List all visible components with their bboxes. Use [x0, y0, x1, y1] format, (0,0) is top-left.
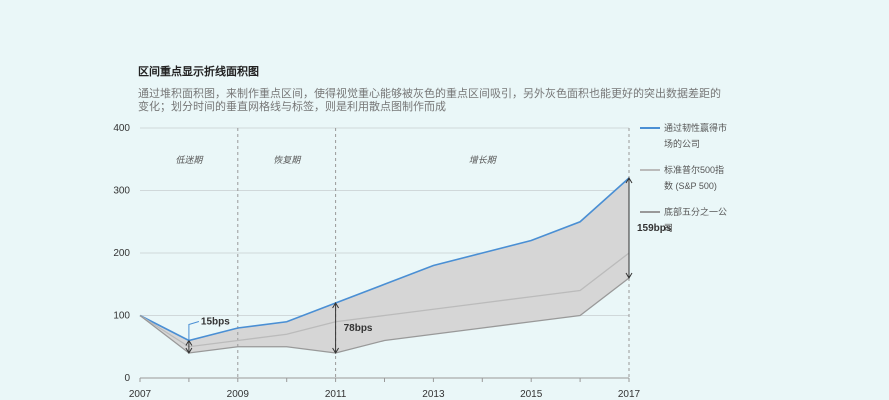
legend: 通过韧性赢得市场的公司 标准普尔500指数 (S&P 500) 底部五分之一公司 [640, 120, 730, 246]
x-tick-label: 2013 [422, 389, 445, 400]
annotation-label: 159bps [637, 223, 672, 234]
series-line [139, 277, 630, 354]
annotation-label: 15bps [201, 317, 230, 328]
legend-label: 标准普尔500指数 (S&P 500) [664, 165, 725, 191]
y-tick-label: 400 [113, 123, 130, 134]
highlight-area [140, 178, 629, 353]
series-line [139, 252, 630, 348]
phase-label: 增长期 [469, 155, 498, 165]
legend-swatch [640, 169, 660, 171]
y-tick-label: 200 [113, 248, 130, 259]
x-tick-label: 2017 [618, 389, 641, 400]
chart-subtitle: 通过堆积面积图，来制作重点区间，使得视觉重心能够被灰色的重点区间吸引，另外灰色面… [138, 88, 721, 113]
series-line [139, 177, 630, 342]
legend-swatch [640, 211, 660, 213]
x-tick-label: 2015 [520, 389, 543, 400]
y-tick-label: 0 [124, 373, 130, 384]
x-tick-label: 2011 [325, 389, 347, 400]
legend-label: 底部五分之一公司 [664, 207, 728, 233]
annotation-label: 78bps [344, 323, 373, 334]
annotation-arrowhead [625, 177, 633, 184]
x-tick-label: 2009 [227, 389, 250, 400]
legend-item: 标准普尔500指数 (S&P 500) [640, 162, 730, 194]
legend-label: 通过韧性赢得市场的公司 [664, 123, 728, 149]
annotation-leader [188, 321, 200, 341]
annotation-arrowhead [625, 272, 633, 279]
annotation-arrowhead [332, 347, 340, 354]
phase-label: 恢复期 [273, 155, 302, 165]
y-tick-label: 100 [113, 311, 130, 322]
phase-label: 低迷期 [175, 155, 204, 165]
legend-item: 通过韧性赢得市场的公司 [640, 120, 730, 152]
annotation-arrowhead [332, 302, 340, 309]
chart-title: 区间重点显示折线面积图 [138, 66, 259, 78]
y-tick-label: 300 [113, 186, 130, 197]
legend-item: 底部五分之一公司 [640, 204, 730, 236]
annotation-arrowhead [185, 347, 193, 354]
x-tick-label: 2007 [129, 389, 152, 400]
legend-swatch [640, 127, 660, 129]
